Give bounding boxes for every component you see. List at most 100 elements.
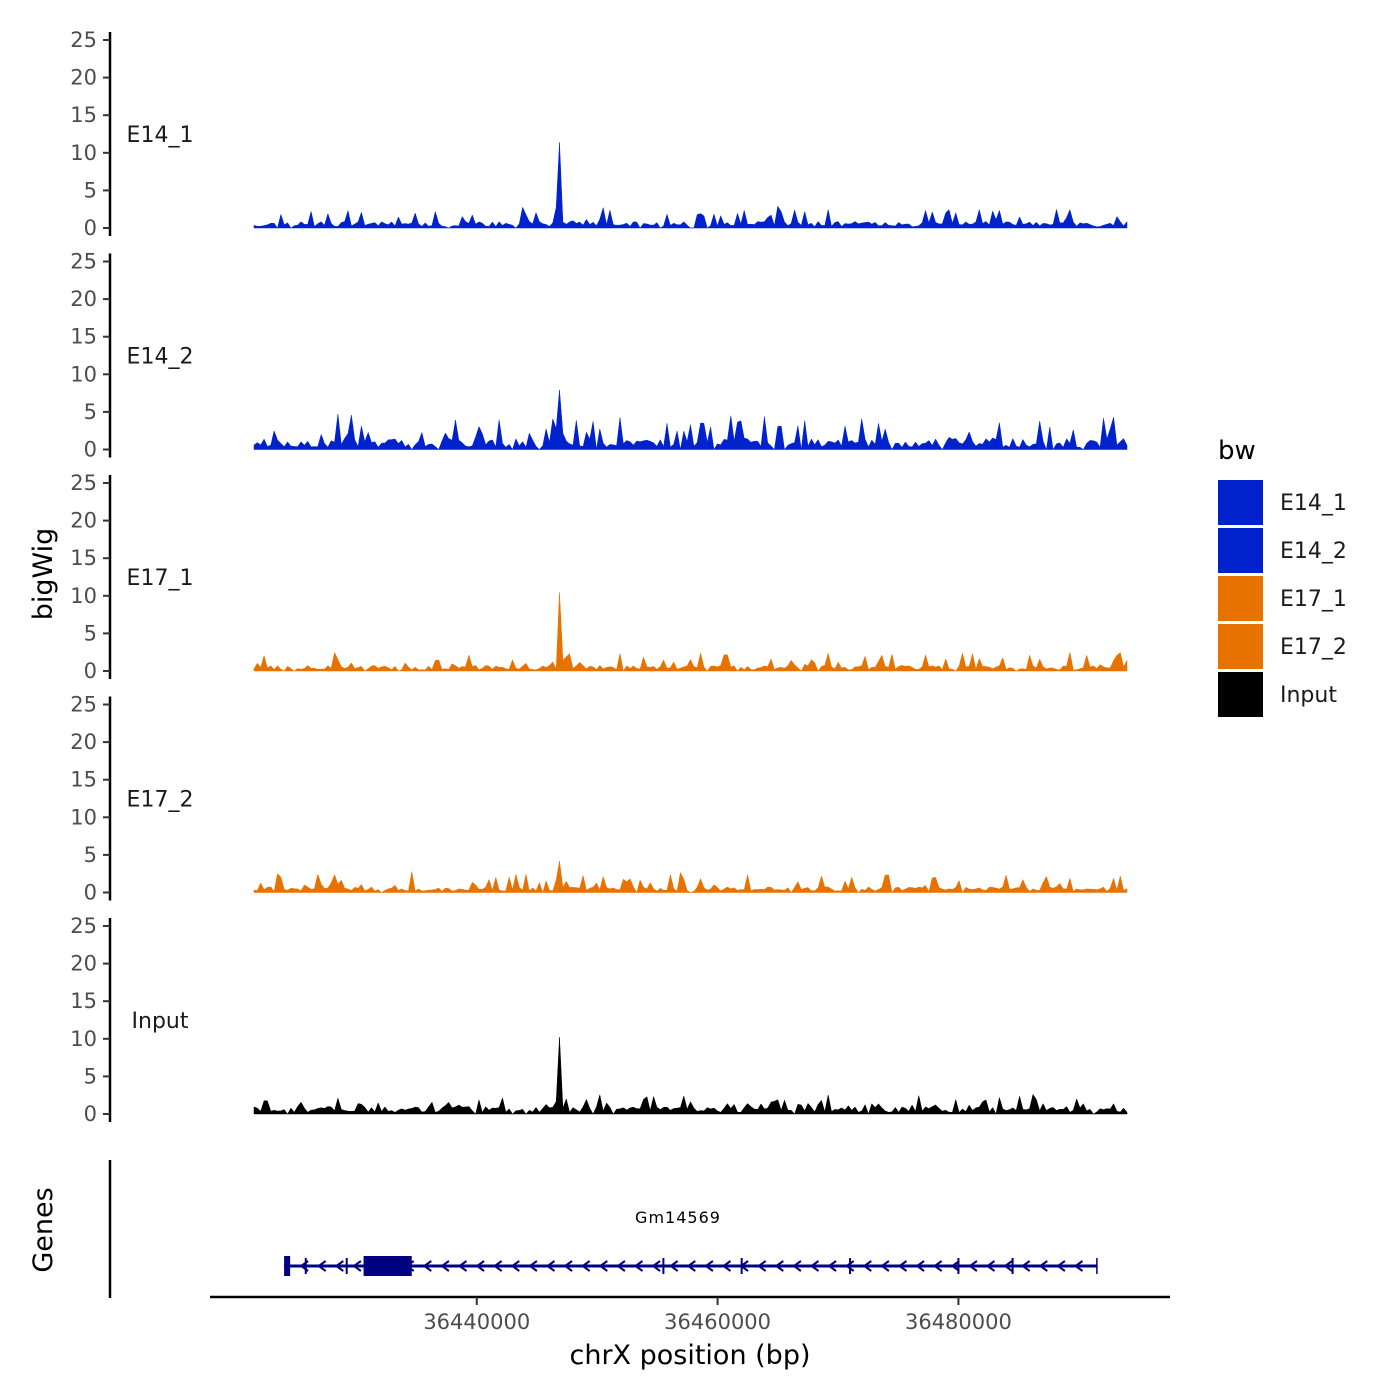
signal-area-E14_1 [253,142,1128,229]
y-tick-label: 20 [70,730,97,754]
y-tick-label: 20 [70,66,97,90]
track-panel-E17_1: 0 5 10 15 20 25 E17_1 [70,471,1128,683]
signal-area-E17_1 [253,592,1128,672]
genes-panel: Gm14569 [108,1160,1098,1298]
y-tick-label: 5 [84,1064,97,1088]
strand-chevron [299,1260,309,1272]
strand-chevron [880,1260,890,1272]
strand-chevron [668,1260,679,1272]
strand-chevron [792,1260,802,1272]
gene-label: Gm14569 [635,1208,721,1227]
y-tick-label: 15 [70,768,97,792]
y-tick-label: 5 [84,178,97,202]
strand-chevron [1056,1260,1066,1272]
y-axis-title: bigWig [28,528,59,621]
track-label-Input: Input [132,1009,189,1034]
y-tick-label: 10 [70,362,97,386]
legend-key-E17_2 [1218,624,1263,669]
strand-chevron [704,1260,714,1272]
y-tick-label: 0 [84,659,97,683]
y-tick-label: 5 [84,843,97,867]
y-tick-label: 0 [84,438,97,462]
y-tick-label: 25 [70,693,97,717]
strand-chevron [1020,1260,1031,1272]
y-tick-label: 5 [84,400,97,424]
track-panel-E14_2: 0 5 10 15 20 25 E14_2 [70,250,1128,462]
y-tick-label: 25 [70,471,97,495]
strand-chevron [686,1260,696,1272]
strand-chevron [492,1260,503,1272]
legend-label-E14_2: E14_2 [1280,539,1347,564]
legend-label-Input: Input [1280,683,1337,708]
strand-chevron [950,1260,960,1272]
legend-key-E14_2 [1218,528,1263,573]
strand-chevron [598,1260,608,1272]
legend-title: bw [1218,436,1256,466]
track-panel-E17_2: 0 5 10 15 20 25 E17_2 [70,693,1128,905]
strand-chevron [545,1260,556,1272]
strand-chevron [968,1260,978,1272]
y-tick-label: 15 [70,103,97,127]
legend-label-E14_1: E14_1 [1280,491,1347,516]
strand-chevron [809,1260,820,1272]
legend-label-E17_1: E17_1 [1280,587,1347,612]
strand-chevron [633,1260,644,1272]
track-panel-Input: 0 5 10 15 20 25 Input [70,914,1128,1126]
strand-chevron [844,1260,855,1272]
track-panel-E14_1: 0 5 10 15 20 25 E14_1 [70,28,1128,240]
strand-chevron [528,1260,538,1272]
strand-chevron [616,1260,626,1272]
y-tick-label: 20 [70,287,97,311]
strand-chevron [334,1260,344,1272]
strand-chevron [510,1260,520,1272]
genes-panel-title: Genes [28,1187,59,1272]
track-label-E17_2: E17_2 [127,788,194,813]
strand-chevron [580,1260,591,1272]
strand-chevron [756,1260,767,1272]
strand-chevron [440,1260,450,1272]
legend-label-E17_2: E17_2 [1280,635,1347,660]
x-tick-label: 36440000 [423,1310,530,1334]
y-tick-label: 15 [70,989,97,1013]
legend-key-E17_1 [1218,576,1263,621]
y-tick-label: 25 [70,28,97,52]
strand-chevron [475,1260,485,1272]
signal-area-Input [253,1037,1128,1115]
strand-chevron [422,1260,432,1272]
y-tick-label: 25 [70,914,97,938]
strand-chevron [915,1260,925,1272]
strand-chevron [932,1260,943,1272]
y-tick-label: 10 [70,805,97,829]
strand-chevron [651,1260,661,1272]
tracks-layer: 0 5 10 15 20 25 E14_1 0 5 10 15 20 25 E14_2 0 5 10 15 20 25… [70,28,1128,1126]
strand-chevron [774,1260,784,1272]
strand-chevron [897,1260,908,1272]
strand-chevron [721,1260,732,1272]
y-tick-label: 0 [84,881,97,905]
x-axis: 36440000 36460000 36480000 [210,1295,1170,1334]
legend: bw E14_1 E14_2 E17_1 E17_2 Input [1218,436,1347,717]
x-axis-title: chrX position (bp) [569,1340,810,1371]
y-tick-label: 10 [70,141,97,165]
strand-chevron [316,1260,327,1272]
y-tick-label: 0 [84,1102,97,1126]
y-tick-label: 15 [70,546,97,570]
y-tick-label: 20 [70,509,97,533]
strand-chevron [563,1260,573,1272]
strand-chevron [457,1260,468,1272]
gene-exon [284,1256,291,1276]
strand-chevron [1073,1260,1084,1272]
strand-chevron [352,1260,362,1272]
strand-chevron [1003,1260,1013,1272]
signal-area-E14_2 [253,390,1128,451]
track-label-E17_1: E17_1 [127,566,194,591]
strand-chevron [985,1260,996,1272]
y-tick-label: 10 [70,1027,97,1051]
legend-key-E14_1 [1218,480,1263,525]
y-tick-label: 15 [70,325,97,349]
track-label-E14_2: E14_2 [127,345,194,370]
y-tick-label: 20 [70,952,97,976]
strand-chevron [739,1260,749,1272]
x-tick-label: 36480000 [905,1310,1012,1334]
